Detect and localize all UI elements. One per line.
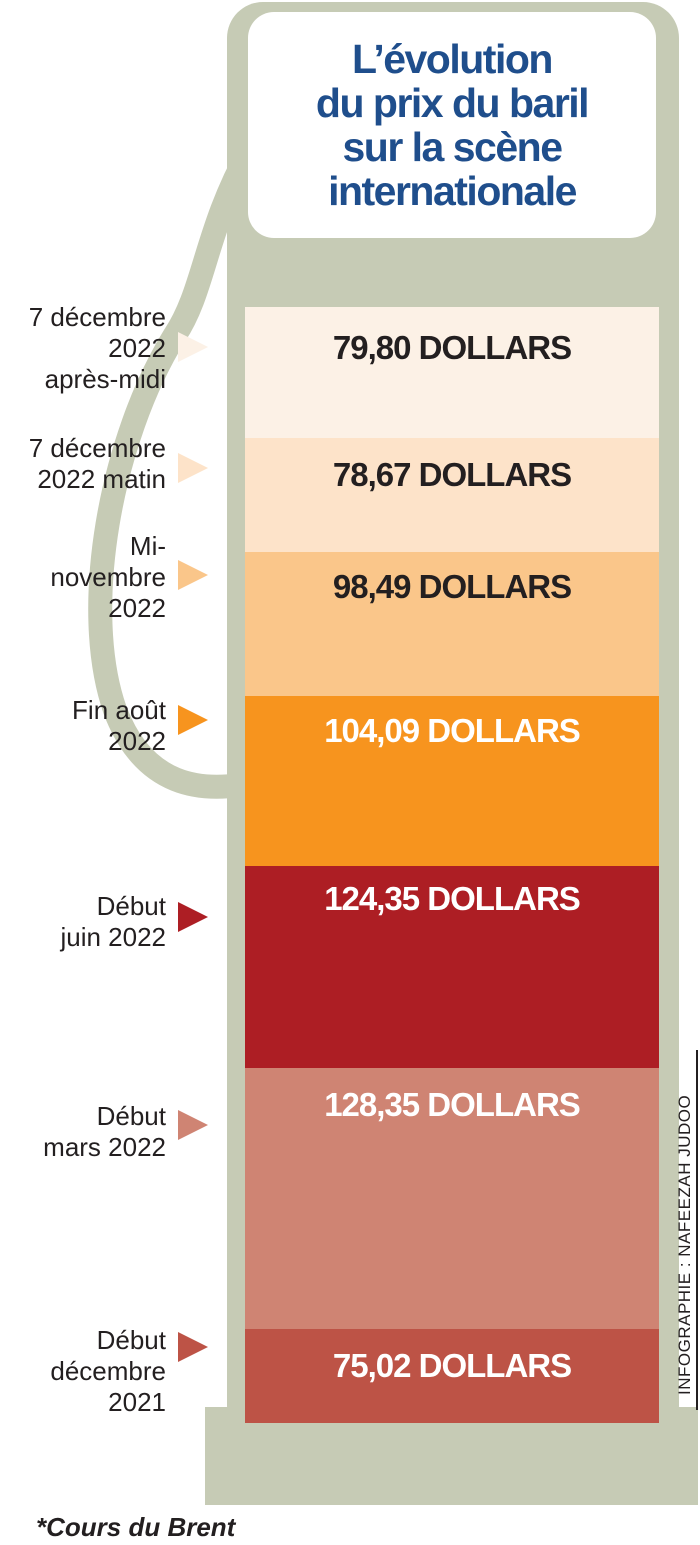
pointer-arrow-icon	[178, 560, 208, 590]
date-label: Mi- novembre 2022	[50, 531, 166, 623]
pointer-arrow-icon	[178, 1110, 208, 1140]
title-area: L’évolution du prix du baril sur la scèn…	[248, 12, 656, 238]
price-band: 104,09 DOLLARS	[245, 696, 659, 866]
price-label: 98,49 DOLLARS	[332, 568, 572, 605]
price-band: 128,35 DOLLARS	[245, 1068, 659, 1329]
pointer-arrow-icon	[178, 902, 208, 932]
date-label: 7 décembre 2022 matin	[28, 433, 166, 494]
footnote: *Cours du Brent	[36, 1512, 236, 1542]
date-label: Fin août 2022	[72, 695, 166, 756]
pump-base	[205, 1407, 698, 1505]
date-label: 7 décembre 2022 après-midi	[28, 302, 166, 394]
price-band: 78,67 DOLLARS	[245, 438, 659, 552]
date-label: Début juin 2022	[60, 891, 166, 952]
title-box	[248, 12, 656, 238]
price-label: 75,02 DOLLARS	[332, 1347, 572, 1384]
credit-rule	[696, 1050, 698, 1410]
date-label: Début décembre 2021	[50, 1325, 166, 1417]
pointer-arrow-icon	[178, 453, 208, 483]
price-band: 79,80 DOLLARS	[245, 307, 659, 438]
price-band: 124,35 DOLLARS	[245, 866, 659, 1068]
price-label: 124,35 DOLLARS	[324, 880, 581, 917]
pump-hose	[88, 138, 262, 799]
chart-title: L’évolution du prix du baril sur la scèn…	[315, 36, 590, 214]
pointer-arrow-icon	[178, 1332, 208, 1362]
price-label: 79,80 DOLLARS	[332, 329, 572, 366]
price-band: 98,49 DOLLARS	[245, 552, 659, 696]
price-label: 104,09 DOLLARS	[324, 712, 581, 749]
pointer-arrow-icon	[178, 705, 208, 735]
price-band: 75,02 DOLLARS	[245, 1329, 659, 1423]
date-label: Début mars 2022	[43, 1101, 166, 1162]
price-label: 128,35 DOLLARS	[324, 1086, 581, 1123]
credit-text: INFOGRAPHIE : NAFEEZAH JUDOO	[675, 1094, 694, 1395]
pointer-arrow-icon	[178, 332, 208, 362]
price-label: 78,67 DOLLARS	[332, 456, 572, 493]
